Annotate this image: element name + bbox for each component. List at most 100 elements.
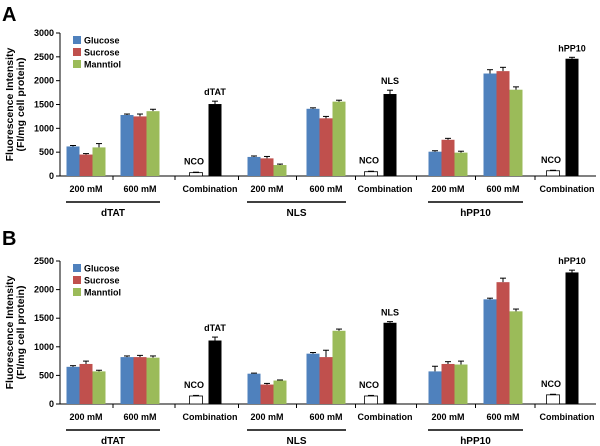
legend-label: Sucrose: [84, 276, 120, 286]
bar-manntiol: [454, 152, 468, 176]
x-category-label: 600 mM: [309, 184, 342, 194]
y-tick-label: 3000: [34, 28, 54, 38]
nco-annotation: NCO: [184, 380, 204, 390]
peptide-annotation: NLS: [381, 76, 399, 86]
bar-nco: [364, 395, 378, 405]
peptide-annotation: dTAT: [204, 323, 226, 333]
x-category-label: 200 mM: [69, 184, 102, 194]
legend-swatch: [73, 276, 81, 284]
bar-glucose: [66, 146, 80, 176]
panel-label: B: [2, 228, 16, 250]
y-axis-title-line: (FI/mg cell protein): [15, 286, 27, 380]
legend-label: Glucose: [84, 36, 120, 46]
bar-sucrose: [319, 357, 333, 404]
bar-manntiol: [273, 380, 287, 404]
x-category-label: Combination: [540, 412, 595, 422]
legend-label: Glucose: [84, 264, 120, 274]
x-category-label: 600 mM: [123, 412, 156, 422]
x-category-label: Combination: [358, 184, 413, 194]
bar-glucose: [483, 299, 497, 404]
bar-glucose: [247, 373, 261, 404]
bar-manntiol: [92, 371, 106, 404]
bar-sucrose: [441, 363, 455, 404]
x-category-label: Combination: [183, 184, 238, 194]
bar-nco: [364, 171, 378, 177]
group-label: NLS: [287, 208, 307, 219]
peptide-annotation: hPP10: [558, 43, 586, 53]
bar-glucose: [428, 371, 442, 404]
bar-manntiol: [92, 147, 106, 176]
bar-sucrose: [319, 118, 333, 176]
group-label: hPP10: [460, 436, 491, 446]
bar-manntiol: [273, 165, 287, 176]
bar-sucrose: [133, 116, 147, 176]
bar-glucose: [66, 366, 80, 404]
peptide-annotation: NLS: [381, 308, 399, 318]
bar-glucose: [120, 357, 134, 404]
legend-swatch: [73, 36, 81, 44]
bar-glucose: [120, 114, 134, 176]
bar-nco: [546, 170, 560, 177]
nco-annotation: NCO: [359, 380, 379, 390]
y-axis-title-line: Fluorescence Intensity: [4, 47, 16, 161]
x-category-label: 600 mM: [123, 184, 156, 194]
bar-sucrose: [79, 154, 93, 176]
group-label: dTAT: [101, 436, 125, 446]
legend-label: Sucrose: [84, 48, 120, 58]
y-axis-title-line: (FI/mg cell protein): [15, 58, 27, 152]
y-axis-title-line: Fluorescence Intensity: [4, 275, 16, 389]
y-tick-label: 2000: [34, 285, 54, 295]
peptide-annotation: dTAT: [204, 87, 226, 97]
legend-swatch: [73, 264, 81, 272]
y-tick-label: 1500: [34, 313, 54, 323]
bar-combination: [383, 322, 397, 404]
y-tick-label: 1000: [34, 123, 54, 133]
x-category-label: 600 mM: [309, 412, 342, 422]
y-tick-label: 500: [39, 147, 54, 157]
bar-manntiol: [509, 311, 523, 404]
bar-manntiol: [332, 330, 346, 404]
bar-manntiol: [332, 101, 346, 176]
x-category-label: Combination: [540, 184, 595, 194]
group-label: dTAT: [101, 208, 125, 219]
bar-sucrose: [260, 384, 274, 404]
group-label: hPP10: [460, 208, 491, 219]
x-category-label: 600 mM: [486, 184, 519, 194]
y-tick-label: 2000: [34, 76, 54, 86]
bar-nco: [189, 395, 203, 405]
peptide-annotation: hPP10: [558, 256, 586, 266]
bar-sucrose: [496, 71, 510, 176]
y-tick-label: 1000: [34, 342, 54, 352]
x-category-label: 200 mM: [431, 184, 464, 194]
bar-nco: [189, 172, 203, 177]
bar-combination: [208, 104, 222, 176]
bar-glucose: [306, 108, 320, 176]
bar-manntiol: [509, 89, 523, 176]
chart-panel-b: B Fluorescence Intensity(FI/mg cell prote…: [2, 228, 596, 446]
bar-sucrose: [79, 363, 93, 404]
x-category-label: Combination: [358, 412, 413, 422]
legend-swatch: [73, 288, 81, 296]
x-category-label: 200 mM: [69, 412, 102, 422]
y-tick-label: 2500: [34, 256, 54, 266]
legend-swatch: [73, 60, 81, 68]
bar-sucrose: [441, 139, 455, 176]
bar-glucose: [483, 73, 497, 176]
bar-combination: [565, 272, 579, 404]
legend-label: Manntiol: [84, 60, 121, 70]
y-tick-label: 0: [49, 171, 54, 181]
bar-manntiol: [454, 364, 468, 404]
x-category-label: 200 mM: [250, 412, 283, 422]
nco-annotation: NCO: [359, 156, 379, 166]
bar-sucrose: [260, 158, 274, 176]
legend-swatch: [73, 48, 81, 56]
x-category-label: 200 mM: [431, 412, 464, 422]
group-label: NLS: [287, 436, 307, 446]
y-tick-label: 500: [39, 370, 54, 380]
bar-glucose: [428, 151, 442, 176]
y-tick-label: 2500: [34, 52, 54, 62]
bar-combination: [208, 340, 222, 404]
nco-annotation: NCO: [184, 157, 204, 167]
bar-combination: [565, 58, 579, 176]
